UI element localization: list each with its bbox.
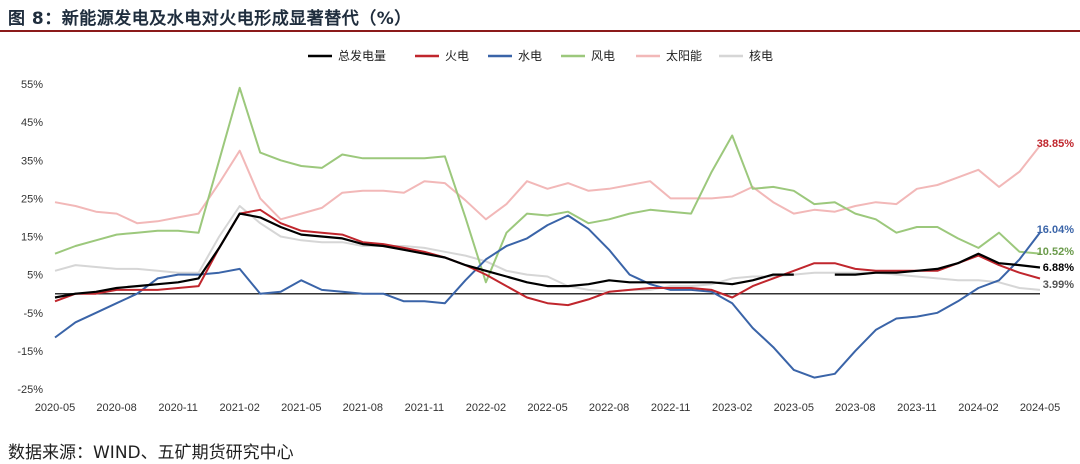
x-tick-label: 2024-02 (958, 402, 998, 414)
line-chart: -25% -15% -5% 5% 15% 25% 35% 45% 55% 2020-05 2020-… (17, 48, 1075, 414)
end-value-label: 10.52% (1037, 246, 1075, 258)
x-tick-label: 2024-05 (1020, 402, 1060, 414)
x-tick-label: 2023-11 (897, 402, 937, 414)
end-value-label: 3.99% (1043, 279, 1074, 291)
x-tick-label: 2021-11 (405, 402, 445, 414)
x-tick-label: 2021-08 (343, 402, 383, 414)
x-tick-label: 2020-05 (35, 402, 75, 414)
y-tick-label: -25% (17, 384, 43, 396)
x-tick-label: 2020-08 (96, 402, 136, 414)
x-tick-label: 2022-08 (589, 402, 629, 414)
x-tick-label: 2022-02 (466, 402, 506, 414)
y-tick-label: 35% (21, 155, 43, 167)
legend-label: 火电 (445, 49, 469, 63)
x-tick-label: 2023-08 (835, 402, 875, 414)
x-tick-label: 2021-02 (220, 402, 260, 414)
x-tick-label: 2022-11 (651, 402, 691, 414)
x-tick-label: 2020-11 (158, 402, 198, 414)
legend-label: 风电 (591, 49, 615, 63)
series-line-4 (54, 144, 1041, 225)
y-tick-label: 55% (21, 79, 43, 91)
end-value-label: 6.88% (1043, 262, 1074, 274)
x-tick-label: 2023-05 (774, 402, 814, 414)
y-tick-label: 15% (21, 232, 43, 244)
y-tick-label: 25% (21, 193, 43, 205)
source-note: 数据来源：WIND、五矿期货研究中心 (8, 443, 294, 463)
y-tick-label: 5% (27, 270, 43, 282)
x-tick-label: 2022-05 (527, 402, 567, 414)
chart-title: 图 8：新能源发电及水电对火电形成显著替代（%） (8, 9, 412, 29)
series-line-0 (54, 212, 1041, 299)
legend-label: 总发电量 (338, 48, 386, 63)
series-line-3 (54, 86, 1041, 284)
end-value-label: 38.85% (1037, 138, 1075, 150)
legend-label: 水电 (518, 49, 542, 63)
x-tick-label: 2023-02 (712, 402, 752, 414)
y-tick-label: -15% (17, 346, 43, 358)
x-tick-label: 2021-05 (281, 402, 321, 414)
legend-label: 核电 (749, 49, 773, 63)
y-tick-label: 45% (21, 117, 43, 129)
series-line-2 (54, 214, 1041, 379)
end-value-label: 16.04% (1037, 224, 1075, 236)
title-rule (0, 30, 1080, 32)
y-tick-label: -5% (23, 308, 43, 320)
legend-label: 太阳能 (666, 48, 702, 63)
